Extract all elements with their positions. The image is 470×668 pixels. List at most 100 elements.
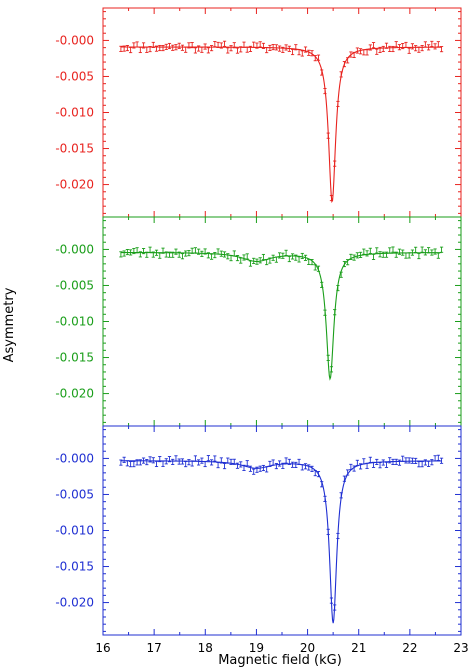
data-point [391,458,395,465]
data-point [323,495,327,502]
data-point [414,457,418,464]
data-point [388,45,392,52]
data-point [297,256,301,263]
data-point [154,45,159,52]
data-point [187,250,191,257]
data-point [274,44,278,51]
data-point [274,256,278,263]
data-point [336,100,340,108]
y-tick-label: -0.000 [55,33,94,47]
data-point [427,247,431,254]
data-point [307,258,311,266]
data-point [213,252,217,259]
data-point [414,45,418,52]
data-point [436,454,440,461]
data-point [125,460,129,467]
data-point [423,459,427,466]
data-point [362,458,366,465]
data-point [222,40,227,47]
data-point [219,250,223,257]
data-point [294,254,298,261]
data-point [265,259,269,266]
data-point [333,604,337,611]
data-point [174,44,178,51]
data-point [242,254,246,261]
data-point [430,40,434,47]
data-point [342,61,346,68]
data-point [265,47,269,54]
data-point [349,51,353,58]
plot-area [119,454,444,624]
data-point [336,532,340,540]
data-point [216,41,220,48]
y-tick-label: -0.015 [55,142,94,156]
data-point [375,458,379,466]
data-point [433,248,437,255]
data-point [141,248,146,255]
data-point [187,459,191,466]
data-point [420,45,424,52]
data-point [148,456,152,463]
data-point [384,42,389,49]
data-point [180,44,185,51]
data-point [268,44,272,51]
data-point [414,246,418,253]
data-point [161,460,165,467]
data-point [167,456,172,463]
data-point [213,455,217,462]
data-point [177,42,181,49]
y-tick-label: -0.005 [55,278,94,292]
data-point [307,464,311,471]
plot-frame [102,425,462,636]
data-point [381,251,385,258]
chart-panel-bottom: -0.000 -0.005 -0.010 -0.015 -0.020 16 17 18 19 20… [55,425,469,655]
data-point [346,259,350,266]
data-point [200,457,204,464]
plot-frame [102,216,462,427]
data-point [417,253,421,260]
data-point [307,49,311,56]
data-point [268,257,272,264]
data-point [122,250,126,257]
data-point [167,42,172,50]
data-point [358,463,363,470]
data-point [342,260,346,268]
data-point [391,246,395,253]
data-point [129,461,133,468]
x-tick-label: 16 [95,641,110,655]
data-point [248,465,253,472]
data-point [158,456,162,463]
data-point [394,251,398,258]
data-point [349,463,353,470]
data-point [436,41,440,48]
chart-panels: -0.000-0.005-0.010-0.015-0.020-0.000-0.0… [55,7,469,655]
data-point [232,458,236,465]
data-point [362,248,366,255]
fit-curve [120,251,442,381]
y-tick-label: -0.010 [55,524,94,538]
data-point [158,44,162,52]
data-point [229,255,233,262]
data-point [135,459,139,466]
data-point [193,247,197,254]
data-point [248,45,253,52]
data-point [261,42,266,49]
data-point [410,457,415,464]
y-tick-label: -0.010 [55,106,94,120]
data-point [206,252,210,259]
data-point [417,461,421,468]
data-point [248,260,253,267]
data-point [300,50,304,57]
data-point [203,248,207,255]
data-point [401,455,405,462]
data-point [417,46,421,53]
data-point [394,41,398,48]
data-point [326,354,330,361]
data-point [206,455,210,462]
data-point [362,49,366,56]
data-point [388,457,392,464]
data-point [433,43,437,50]
data-point [171,44,175,51]
data-point [271,254,275,261]
y-tick-label: -0.015 [55,560,94,574]
